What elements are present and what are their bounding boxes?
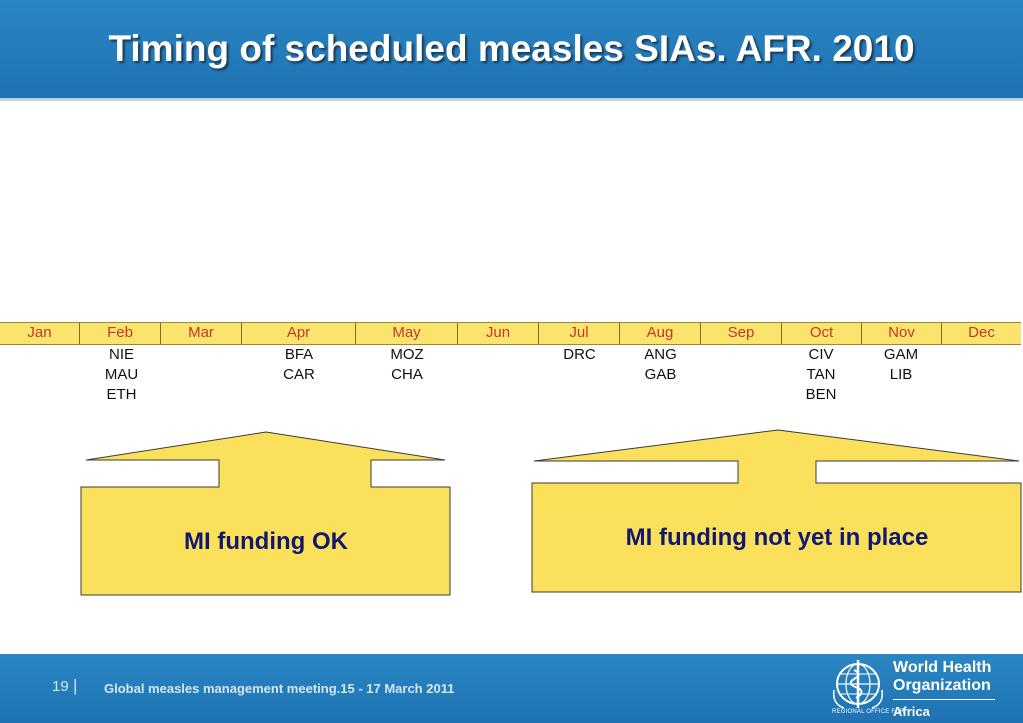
country-code: CAR (283, 366, 315, 383)
country-code: MOZ (390, 346, 424, 363)
country-code: MAU (104, 366, 139, 383)
slide-header: Timing of scheduled measles SIAs. AFR. 2… (0, 0, 1023, 101)
countries-apr: BFA CAR (242, 345, 356, 385)
right-callout-label: MI funding not yet in place (625, 524, 929, 551)
month-mar: Mar (161, 323, 242, 344)
who-logo-text: World Health Organization (893, 659, 991, 695)
country-code: CIV (808, 346, 834, 363)
country-code: NIE (108, 346, 134, 363)
slide-title: Timing of scheduled measles SIAs. AFR. 2… (108, 28, 915, 69)
month-nov: Nov (862, 323, 942, 344)
left-callout-label: MI funding OK (184, 528, 348, 555)
who-logo-line2: Organization (893, 677, 991, 694)
who-regional-office: REGIONAL OFFICE FOR (832, 709, 905, 715)
month-apr: Apr (242, 323, 356, 344)
country-code: CHA (391, 366, 423, 383)
countries-nov: GAM LIB (861, 345, 941, 385)
meeting-caption: Global measles management meeting.15 - 1… (104, 681, 455, 696)
countries-jul: DRC (539, 345, 620, 365)
month-jun: Jun (458, 323, 539, 344)
countries-may: MOZ CHA (356, 345, 458, 385)
country-code: BFA (284, 346, 314, 363)
month-may: May (356, 323, 458, 344)
country-code: TAN (806, 366, 836, 383)
month-sep: Sep (701, 323, 782, 344)
month-feb: Feb (80, 323, 161, 344)
month-oct: Oct (782, 323, 862, 344)
countries-oct: CIV TAN BEN (781, 345, 861, 405)
month-aug: Aug (620, 323, 701, 344)
slide-footer: 19 | Global measles management meeting.1… (0, 654, 1023, 723)
who-logo-line1: World Health (893, 659, 992, 676)
left-arrow-callout (80, 431, 451, 596)
month-jan: Jan (0, 323, 80, 344)
country-code: GAM (883, 346, 919, 363)
footer-separator: | (73, 676, 78, 695)
country-code: BEN (805, 386, 837, 403)
country-code: ETH (106, 386, 137, 403)
who-region-name: Africa (893, 704, 930, 719)
month-dec: Dec (968, 324, 995, 341)
countries-feb: NIE MAU ETH (81, 345, 162, 405)
country-code: GAB (644, 366, 677, 383)
month-jul: Jul (539, 323, 620, 344)
who-logo-rule (893, 699, 995, 700)
right-arrow-callout (531, 429, 1022, 593)
countries-aug: ANG GAB (620, 345, 701, 385)
country-code: ANG (644, 346, 677, 363)
country-code: LIB (889, 366, 913, 383)
month-timeline: Jan Feb Mar Apr May Jun Jul Aug Sep Oct … (0, 322, 1021, 345)
country-code: DRC (563, 346, 596, 363)
page-number: 19 (52, 678, 69, 695)
who-emblem-icon (832, 660, 884, 709)
